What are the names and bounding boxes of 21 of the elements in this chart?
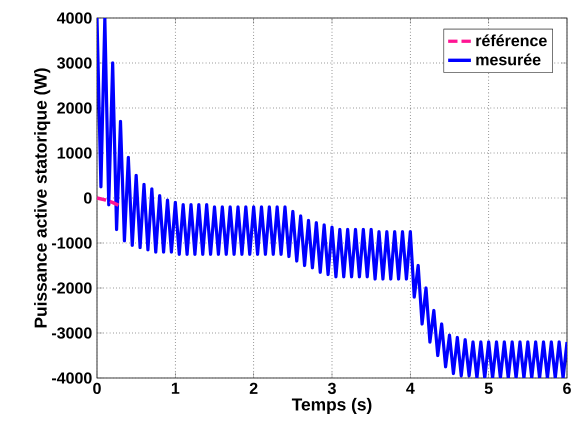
x-axis-title: Temps (s): [292, 398, 372, 414]
legend-label: mesurée: [476, 53, 541, 66]
y-tick-label: -2000: [52, 282, 92, 294]
x-tick-label: 4: [406, 382, 415, 394]
x-tick-label: 0: [93, 382, 101, 394]
x-tick-label: 6: [563, 382, 571, 394]
x-tick-label: 2: [250, 382, 258, 394]
y-tick-label: -4000: [52, 372, 92, 384]
y-tick-label: -3000: [52, 327, 92, 339]
y-tick-label: 2000: [57, 102, 92, 114]
line-series: [97, 18, 567, 378]
y-tick-label: 3000: [57, 57, 92, 69]
x-tick-label: 5: [484, 382, 493, 394]
legend-label: référence: [476, 34, 547, 46]
y-axis-title: Puissance active statorique (W): [34, 68, 50, 328]
y-tick-label: 0: [84, 192, 92, 204]
x-tick-label: 1: [172, 382, 180, 394]
y-tick-label: -1000: [52, 237, 92, 249]
y-tick-label: 4000: [56, 12, 92, 24]
x-tick-label: 3: [328, 382, 336, 394]
y-tick-label: 1000: [58, 147, 92, 159]
